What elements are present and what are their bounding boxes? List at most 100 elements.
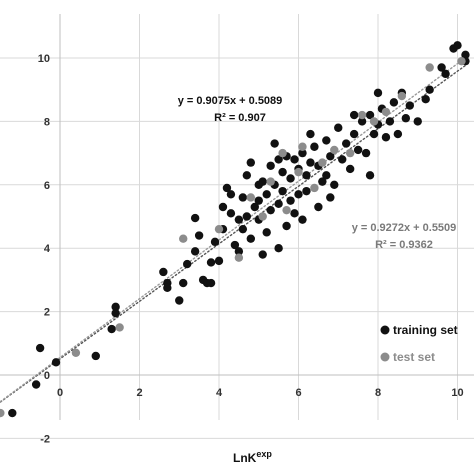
training-point	[190, 213, 200, 223]
test-point	[369, 117, 379, 126]
training-point	[365, 171, 375, 180]
training-point	[262, 190, 271, 199]
training-point	[441, 69, 450, 79]
training-point	[290, 209, 299, 218]
test-point	[0, 408, 5, 418]
training-point	[51, 358, 61, 367]
training-point	[254, 196, 263, 205]
training-r2: R² = 0.907	[214, 112, 266, 124]
training-point	[334, 123, 343, 132]
training-point	[107, 324, 116, 334]
training-point	[179, 278, 188, 288]
training-point	[290, 155, 299, 164]
training-point	[286, 174, 295, 183]
x-tick-label: 2	[136, 387, 142, 399]
training-point	[330, 180, 339, 189]
training-point	[314, 202, 323, 212]
x-tick-label: 0	[57, 387, 63, 399]
training-point	[262, 228, 271, 237]
y-tick-label: 0	[44, 370, 50, 382]
training-point	[282, 221, 291, 231]
trend-lines	[0, 54, 471, 403]
training-point	[226, 209, 236, 218]
training-point	[246, 234, 255, 243]
training-point	[210, 237, 220, 247]
training-point	[226, 190, 236, 199]
training-point	[274, 199, 283, 209]
x-tick-label: 4	[216, 387, 223, 399]
training-point	[322, 136, 331, 145]
training-point	[286, 196, 295, 205]
training-point	[206, 258, 216, 267]
training-point	[342, 139, 351, 148]
training-point	[338, 155, 347, 164]
training-point	[425, 85, 434, 94]
training-point	[385, 117, 395, 126]
training-point	[250, 202, 259, 212]
training-point	[91, 351, 100, 361]
training-point	[218, 202, 228, 212]
trendline-test	[0, 54, 471, 403]
legend: training set test set	[380, 323, 458, 364]
training-point	[175, 296, 184, 305]
test-point	[179, 234, 188, 243]
training-point	[266, 205, 275, 215]
test-r2: R² = 0.9362	[375, 239, 433, 251]
training-point	[238, 193, 248, 202]
y-tick-label: 10	[38, 53, 50, 65]
grid	[0, 14, 474, 439]
training-point	[298, 215, 307, 224]
tick-labels: 0 2 4 6 8 10 -2 0 2 4 6 8 10	[38, 53, 464, 445]
training-point	[401, 114, 411, 123]
trendline-training	[0, 61, 471, 403]
training-point	[318, 177, 327, 186]
x-tick-label: 8	[375, 387, 381, 399]
training-point	[298, 148, 307, 158]
training-point	[266, 161, 275, 170]
training-point	[274, 155, 283, 164]
training-point	[163, 283, 172, 293]
test-equation: y = 0.9272x + 0.5509	[352, 222, 457, 234]
training-point	[234, 247, 244, 256]
test-point	[234, 253, 244, 262]
training-point	[206, 278, 216, 288]
y-tick-label: 4	[44, 243, 51, 255]
training-point	[326, 193, 335, 202]
test-point	[214, 224, 224, 234]
test-point	[71, 348, 81, 358]
legend-label-training: training set	[393, 323, 458, 337]
training-point	[453, 41, 462, 50]
training-point	[357, 117, 367, 126]
training-point	[8, 408, 17, 418]
training-point	[302, 186, 311, 196]
training-point	[353, 145, 363, 155]
training-point	[238, 224, 248, 234]
x-axis-label-main: LnK	[233, 451, 257, 465]
legend-marker-training	[380, 325, 390, 335]
training-point	[111, 302, 120, 312]
training-equation: y = 0.9075x + 0.5089	[178, 95, 283, 107]
training-point	[345, 164, 355, 174]
training-point	[369, 129, 379, 139]
training-point	[159, 267, 168, 277]
test-point	[381, 107, 391, 117]
x-axis-label-superscript: exp	[256, 449, 272, 459]
training-point	[389, 98, 399, 107]
y-tick-label: 6	[44, 180, 50, 192]
test-point	[282, 205, 291, 215]
training-point	[278, 167, 287, 177]
training-point	[421, 95, 430, 104]
test-point	[278, 148, 287, 158]
test-point	[330, 145, 339, 155]
data-points	[0, 41, 470, 418]
training-point	[393, 129, 403, 139]
training-point	[242, 212, 252, 221]
training-point	[111, 308, 120, 318]
test-point	[357, 110, 367, 120]
test-point	[318, 158, 327, 167]
test-point	[298, 142, 307, 151]
y-tick-label: 8	[44, 116, 50, 128]
training-point	[278, 186, 287, 196]
training-point	[361, 148, 371, 158]
